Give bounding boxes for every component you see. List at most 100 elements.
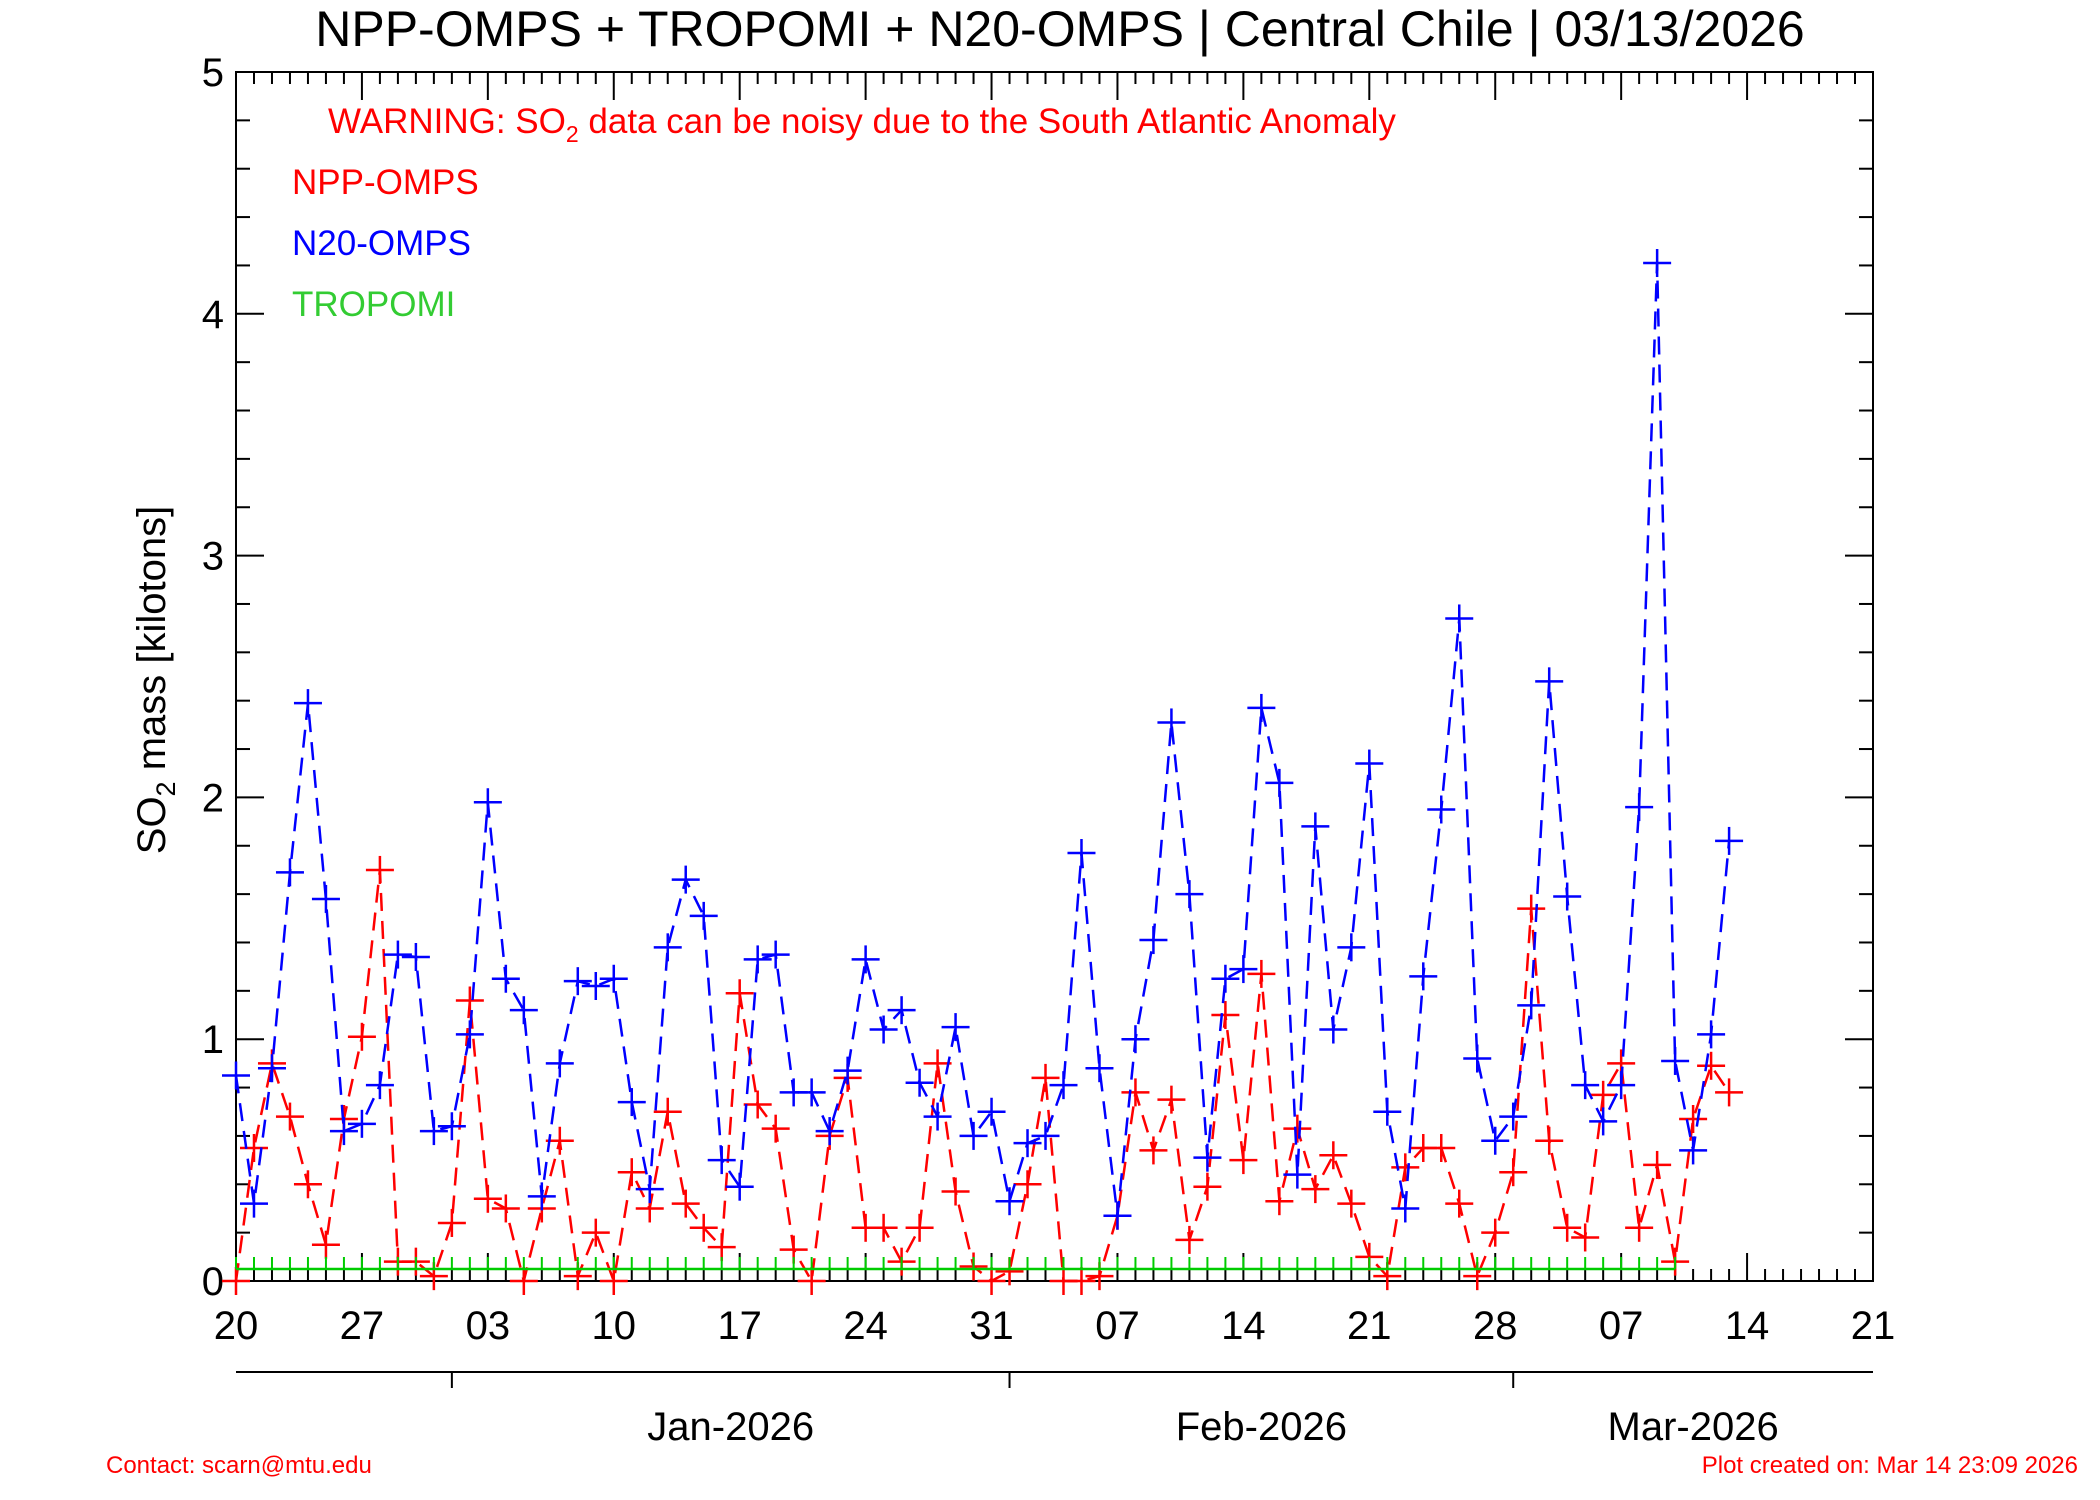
data-point <box>1697 1051 1726 1080</box>
month-axis: Jan-2026 Feb-2026 Mar-2026 <box>236 1371 1873 1449</box>
data-point <box>635 1175 664 1204</box>
series-line <box>234 262 1731 1216</box>
data-point <box>689 1213 718 1242</box>
data-point <box>1229 955 1258 984</box>
data-point <box>1481 1218 1510 1247</box>
data-point <box>581 972 610 1001</box>
data-point <box>293 689 322 718</box>
data-point <box>941 1177 970 1206</box>
series-line <box>234 869 1731 1286</box>
legend-tropomi: TROPOMI <box>292 285 455 324</box>
data-point <box>1715 1078 1744 1107</box>
data-point <box>455 1020 484 1049</box>
data-point <box>1445 604 1474 633</box>
data-point <box>1463 1044 1492 1073</box>
data-point <box>1301 1175 1330 1204</box>
data-point <box>1391 1194 1420 1223</box>
y-tick-label: 2 <box>202 776 224 820</box>
data-point <box>1499 1102 1528 1131</box>
y-tick-label: 1 <box>202 1018 224 1062</box>
x-tick-label: 14 <box>1221 1304 1266 1348</box>
data-point <box>257 1054 286 1083</box>
data-point <box>869 1015 898 1044</box>
data-point <box>1517 991 1546 1020</box>
data-point <box>761 1114 790 1143</box>
data-point <box>365 855 394 884</box>
data-point <box>437 1112 466 1141</box>
data-point <box>1625 793 1654 822</box>
data-point <box>1571 1071 1600 1100</box>
warning-text: WARNING: SO2 data can be noisy due to th… <box>328 102 1396 147</box>
data-point <box>815 1117 844 1146</box>
data-point <box>1157 708 1186 737</box>
data-point <box>1553 1213 1582 1242</box>
data-point <box>401 942 430 971</box>
data-point <box>995 1187 1024 1216</box>
data-point <box>1625 1213 1654 1242</box>
data-point <box>1139 1136 1168 1165</box>
data-point <box>671 865 700 894</box>
data-point <box>941 1013 970 1042</box>
data-point <box>311 1230 340 1259</box>
data-point <box>1427 1134 1456 1163</box>
data-point <box>707 1146 736 1175</box>
data-point <box>1589 1107 1618 1136</box>
data-point <box>1121 1025 1150 1054</box>
data-point <box>653 933 682 962</box>
data-point <box>1517 894 1546 923</box>
data-point <box>851 945 880 974</box>
data-point <box>599 1267 628 1295</box>
data-point <box>1031 1063 1060 1092</box>
data-point <box>1049 1071 1078 1100</box>
data-point <box>1589 1080 1618 1109</box>
data-point <box>1193 1172 1222 1201</box>
x-tick-label: 14 <box>1725 1304 1770 1348</box>
data-point <box>1373 1097 1402 1126</box>
data-point <box>671 1189 700 1218</box>
legend-npp-omps: NPP-OMPS <box>292 163 479 202</box>
data-point <box>1553 882 1582 911</box>
footer-created: Plot created on: Mar 14 23:09 2026 <box>1702 1452 2078 1479</box>
data-point <box>743 945 772 974</box>
data-point <box>1283 1114 1312 1143</box>
y-tick-label: 0 <box>202 1260 224 1304</box>
data-point <box>419 1117 448 1146</box>
data-point <box>509 996 538 1025</box>
y-tick-label: 3 <box>202 535 224 579</box>
data-point <box>1283 1160 1312 1189</box>
data-point <box>1319 1141 1348 1170</box>
data-point <box>707 1233 736 1262</box>
data-point <box>383 940 412 969</box>
month-label: Mar-2026 <box>1608 1405 1779 1449</box>
data-point <box>1031 1121 1060 1150</box>
data-point <box>1445 1189 1474 1218</box>
data-point <box>1265 1187 1294 1216</box>
data-point <box>1697 1020 1726 1049</box>
data-point <box>239 1134 268 1163</box>
y-tick-label: 5 <box>202 51 224 95</box>
chart-title: NPP-OMPS + TROPOMI + N20-OMPS | Central … <box>315 1 1805 57</box>
data-point <box>275 858 304 887</box>
data-point <box>1157 1085 1186 1114</box>
footer-contact: Contact: scarn@mtu.edu <box>106 1452 372 1479</box>
data-point <box>1067 839 1096 868</box>
data-point <box>653 1097 682 1126</box>
data-point <box>1193 1143 1222 1172</box>
data-point <box>1319 1015 1348 1044</box>
data-point <box>347 1109 376 1138</box>
x-tick-label: 03 <box>466 1304 511 1348</box>
data-point <box>275 1102 304 1131</box>
y-axis: 0 1 2 3 4 5 <box>202 51 1873 1304</box>
data-point <box>887 996 916 1025</box>
x-tick-label: 17 <box>717 1304 762 1348</box>
data-point <box>1535 667 1564 696</box>
data-point <box>563 967 592 996</box>
x-tick-label: 21 <box>1347 1304 1392 1348</box>
data-point <box>1013 1129 1042 1158</box>
data-point <box>797 1267 826 1295</box>
data-point <box>1085 1054 1114 1083</box>
data-point <box>743 1090 772 1119</box>
plot-frame <box>235 71 1874 1282</box>
data-point <box>293 1170 322 1199</box>
data-point <box>725 1172 754 1201</box>
